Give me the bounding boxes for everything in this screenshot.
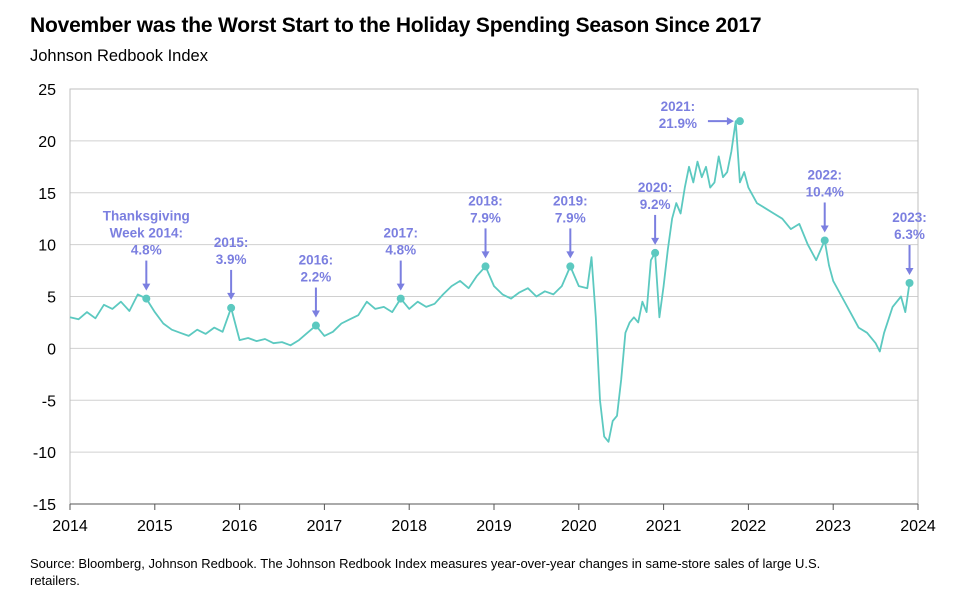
annotation-label: 10.4% xyxy=(806,184,844,199)
x-tick-label: 2020 xyxy=(561,518,597,535)
annotation-marker xyxy=(481,262,490,271)
y-tick-label: -15 xyxy=(33,497,56,514)
x-tick-label: 2021 xyxy=(646,518,682,535)
series xyxy=(69,120,911,443)
annotation: 2018: 7.9% xyxy=(468,193,503,271)
annotation-arrowhead xyxy=(311,310,320,318)
annotation-marker xyxy=(396,294,405,303)
annotation: 2021: 21.9% xyxy=(659,99,744,131)
annotation-label: 7.9% xyxy=(470,210,501,225)
annotation-arrowhead xyxy=(227,292,236,300)
grid xyxy=(69,88,919,505)
x-tick-label: 2018 xyxy=(391,518,427,535)
annotation: 2022: 10.4% xyxy=(806,167,844,245)
annotation-arrowhead xyxy=(905,268,914,276)
annotation-arrowhead xyxy=(142,283,151,291)
annotation-label: 2023: xyxy=(892,210,927,225)
annotation-label: 2017: xyxy=(383,226,418,241)
x-tick-label: 2019 xyxy=(476,518,512,535)
annotation: 2019: 7.9% xyxy=(553,193,588,271)
annotation-label: 2015: xyxy=(214,235,249,250)
y-tick-label: 15 xyxy=(38,186,56,203)
annotation-arrowhead xyxy=(726,117,734,126)
x-tick-label: 2014 xyxy=(52,518,88,535)
annotations: Thanksgiving Week 2014: 4.8% 2015: 3.9% 2016:… xyxy=(103,99,927,330)
annotation-label: 3.9% xyxy=(216,252,247,267)
annotation-label: 9.2% xyxy=(640,197,671,212)
x-tick-label: 2024 xyxy=(900,518,936,535)
annotation-label: 2021: xyxy=(661,99,696,114)
y-tick-label: 25 xyxy=(38,82,56,99)
annotation-label: 6.3% xyxy=(894,227,925,242)
annotation: 2023: 6.3% xyxy=(892,210,927,288)
annotation-arrowhead xyxy=(396,283,405,291)
y-axis-ticks: 25 20 15 10 5 0 -5 -10 -15 xyxy=(33,82,56,514)
annotation: 2017: 4.8% xyxy=(383,226,418,303)
annotation-label: 2.2% xyxy=(301,270,332,285)
annotation-label: 2022: xyxy=(807,167,842,182)
annotation-arrowhead xyxy=(566,251,575,259)
annotation: 2016: 2.2% xyxy=(299,253,334,330)
annotation-arrowhead xyxy=(820,225,829,233)
annotation-marker xyxy=(735,117,744,126)
x-tick-label: 2015 xyxy=(137,518,173,535)
annotation-marker xyxy=(142,294,151,303)
annotation-label: 2018: xyxy=(468,193,503,208)
annotation-label: 7.9% xyxy=(555,210,586,225)
annotation-marker xyxy=(820,236,829,245)
chart-title: November was the Worst Start to the Holi… xyxy=(30,14,762,37)
source-note: Source: Bloomberg, Johnson Redbook. The … xyxy=(30,556,821,588)
annotation-marker xyxy=(227,303,236,312)
y-tick-label: 20 xyxy=(38,134,56,151)
annotation-marker xyxy=(905,279,914,288)
annotation-label: 2020: xyxy=(638,180,673,195)
annotation-marker xyxy=(566,262,575,271)
annotation-label: 4.8% xyxy=(385,243,416,258)
annotation-marker xyxy=(651,248,660,257)
y-tick-label: -5 xyxy=(42,393,56,410)
chart-subtitle: Johnson Redbook Index xyxy=(30,47,208,65)
annotation-label: 21.9% xyxy=(659,116,697,131)
series-line xyxy=(69,120,911,443)
annotation-label: 4.8% xyxy=(131,243,162,258)
x-tick-label: 2017 xyxy=(307,518,343,535)
annotation-arrowhead xyxy=(481,251,490,259)
annotation-label: 2016: xyxy=(299,253,334,268)
x-axis-ticks: 2014 2015 2016 2017 2018 2019 2020 2021 2022 2023… xyxy=(52,504,936,535)
y-tick-label: -10 xyxy=(33,445,56,462)
annotation-marker xyxy=(311,321,320,330)
annotation-label: Thanksgiving xyxy=(103,209,190,224)
annotation: 2015: 3.9% xyxy=(214,235,249,312)
x-tick-label: 2022 xyxy=(731,518,767,535)
y-tick-label: 10 xyxy=(38,238,56,255)
y-tick-label: 0 xyxy=(47,341,56,358)
x-tick-label: 2023 xyxy=(815,518,851,535)
annotation-arrowhead xyxy=(651,237,660,245)
annotation: Thanksgiving Week 2014: 4.8% xyxy=(103,209,190,303)
y-tick-label: 5 xyxy=(47,290,56,307)
annotation: 2020: 9.2% xyxy=(638,180,673,257)
x-tick-label: 2016 xyxy=(222,518,258,535)
annotation-label: Week 2014: xyxy=(110,226,183,241)
annotation-label: 2019: xyxy=(553,193,588,208)
